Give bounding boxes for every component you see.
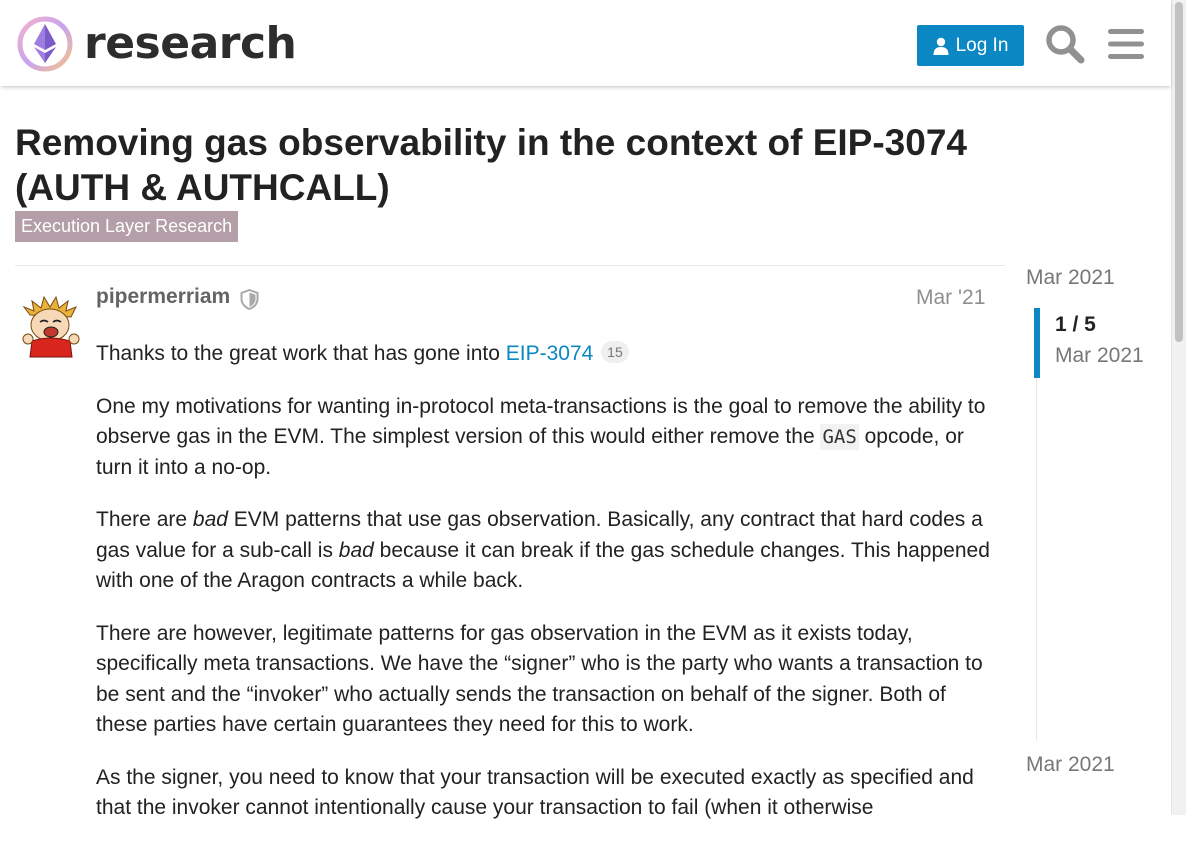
link-click-count: 15 xyxy=(601,341,629,363)
hamburger-menu-icon xyxy=(1108,29,1144,59)
avatar[interactable] xyxy=(16,289,86,359)
topic-title[interactable]: Removing gas observability in the contex… xyxy=(15,122,967,208)
site-logo[interactable]: research xyxy=(16,14,297,74)
gas-code: GAS xyxy=(820,424,859,450)
shield-icon xyxy=(240,289,259,310)
timeline-current-date: Mar 2021 xyxy=(1055,344,1144,367)
avatar-image xyxy=(22,295,80,358)
scrollbar-thumb[interactable] xyxy=(1175,2,1183,342)
text-span: opcode, or turn it into a no-op. xyxy=(96,425,964,479)
search-button[interactable] xyxy=(1040,19,1090,69)
text-span: Thanks to the great work that has gone i… xyxy=(96,342,506,365)
emphasis-text: bad xyxy=(338,538,374,562)
category-badge[interactable]: Execution Layer Research xyxy=(15,211,239,242)
text-span: EVM patterns that use gas observation. B… xyxy=(96,508,983,562)
site-header: research Log In xyxy=(0,0,1171,86)
post-paragraph-3: There are bad EVM patterns that use gas … xyxy=(96,505,991,597)
text-span: because it can break if the gas schedule… xyxy=(96,538,990,593)
timeline-position: 1 / 5 xyxy=(1055,313,1096,336)
timeline-scroll-handle[interactable] xyxy=(1034,308,1040,378)
log-in-button[interactable]: Log In xyxy=(917,25,1024,66)
post-paragraph-5: As the signer, you need to know that you… xyxy=(96,765,974,820)
post-paragraph-1: Thanks to the great work that has gone i… xyxy=(96,339,991,370)
search-icon xyxy=(1046,25,1085,64)
title-divider xyxy=(15,265,1005,266)
logo-text: research xyxy=(84,18,297,69)
menu-button[interactable] xyxy=(1101,19,1151,69)
text-span: One my motivations for wanting in-protoc… xyxy=(96,394,986,449)
timeline-end-date[interactable]: Mar 2021 xyxy=(1026,753,1115,776)
user-icon xyxy=(933,37,949,55)
post-author-username[interactable]: pipermerriam xyxy=(96,285,231,308)
page-scrollbar[interactable] xyxy=(1171,0,1186,815)
ethereum-logo-icon xyxy=(17,16,73,72)
post-date[interactable]: Mar '21 xyxy=(916,286,986,309)
post-body: Thanks to the great work that has gone i… xyxy=(96,339,991,846)
post-paragraph-4: There are however, legitimate patterns f… xyxy=(96,621,983,737)
text-span: There are xyxy=(96,508,193,531)
timeline-track[interactable] xyxy=(1036,308,1037,741)
emphasis-text: bad xyxy=(192,508,228,531)
timeline-start-date[interactable]: Mar 2021 xyxy=(1026,266,1115,289)
post-paragraph-2: One my motivations for wanting in-protoc… xyxy=(96,392,991,484)
log-in-label: Log In xyxy=(955,34,1009,56)
eip-3074-link[interactable]: EIP-3074 xyxy=(505,342,594,365)
